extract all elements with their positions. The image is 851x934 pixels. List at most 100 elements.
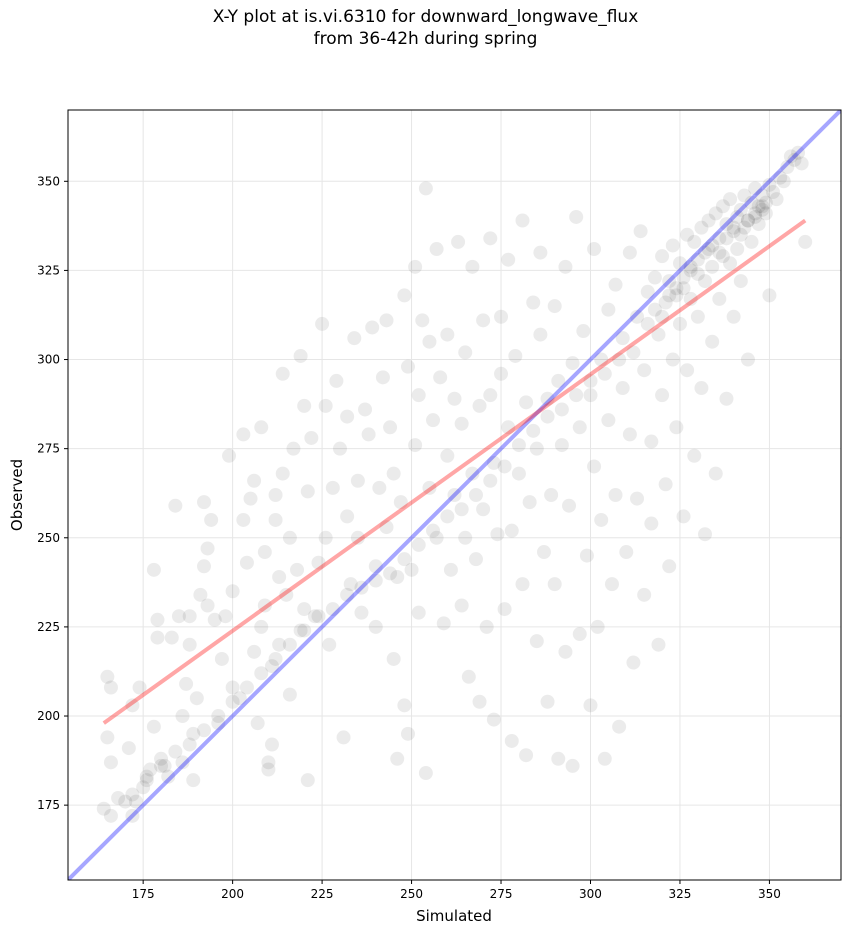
data-point <box>515 213 530 228</box>
reference-lines <box>68 110 841 880</box>
data-point <box>451 234 466 249</box>
plot-frame <box>67 109 842 881</box>
data-point <box>257 545 272 560</box>
data-point <box>554 402 569 417</box>
data-point <box>429 530 444 545</box>
data-point <box>325 602 340 617</box>
data-point <box>236 427 251 442</box>
data-point <box>637 587 652 602</box>
data-point <box>350 473 365 488</box>
chart-title: X-Y plot at is.vi.6310 for downward_long… <box>0 6 851 50</box>
data-point <box>583 388 598 403</box>
data-point <box>418 181 433 196</box>
data-point <box>522 495 537 510</box>
data-point <box>411 605 426 620</box>
data-point <box>651 637 666 652</box>
data-point <box>146 719 161 734</box>
y-tick-label: 200 <box>37 709 60 723</box>
data-point <box>547 299 562 314</box>
data-point <box>311 609 326 624</box>
data-point <box>698 274 713 289</box>
x-tick-label: 350 <box>758 887 781 901</box>
data-point <box>726 309 741 324</box>
data-point <box>683 259 698 274</box>
data-point <box>680 363 695 378</box>
data-point <box>272 569 287 584</box>
data-point <box>154 758 169 773</box>
data-point <box>644 434 659 449</box>
data-point <box>350 530 365 545</box>
data-point <box>290 562 305 577</box>
data-point <box>340 587 355 602</box>
data-point <box>486 455 501 470</box>
data-point <box>154 751 169 766</box>
data-point <box>755 202 770 217</box>
data-point <box>622 427 637 442</box>
data-point <box>701 213 716 228</box>
data-point <box>494 309 509 324</box>
data-point <box>297 602 312 617</box>
data-point <box>429 242 444 257</box>
data-point <box>329 373 344 388</box>
data-point <box>293 623 308 638</box>
data-point <box>411 537 426 552</box>
data-point <box>583 698 598 713</box>
data-point <box>157 758 172 773</box>
data-point <box>744 195 759 210</box>
data-point <box>332 441 347 456</box>
data-point <box>715 249 730 264</box>
data-point <box>236 512 251 527</box>
x-tick-label: 325 <box>669 887 692 901</box>
data-point <box>275 466 290 481</box>
data-point <box>440 448 455 463</box>
data-point <box>687 448 702 463</box>
y-tick-label: 250 <box>37 531 60 545</box>
data-point <box>150 612 165 627</box>
data-point <box>168 498 183 513</box>
data-point <box>669 288 684 303</box>
data-point <box>383 420 398 435</box>
data-point <box>587 459 602 474</box>
data-point <box>175 709 190 724</box>
data-point <box>572 627 587 642</box>
data-point <box>397 698 412 713</box>
data-point <box>511 466 526 481</box>
data-point <box>766 184 781 199</box>
data-point <box>293 348 308 363</box>
y-tick-label: 275 <box>37 442 60 456</box>
data-point <box>164 630 179 645</box>
data-point <box>665 238 680 253</box>
y-tick-label: 350 <box>37 174 60 188</box>
data-point <box>136 780 151 795</box>
data-point <box>683 263 698 278</box>
data-point <box>662 288 677 303</box>
data-point <box>282 637 297 652</box>
data-point <box>558 259 573 274</box>
data-point <box>565 758 580 773</box>
data-point <box>680 227 695 242</box>
data-point <box>179 676 194 691</box>
data-point <box>282 530 297 545</box>
data-point <box>128 794 143 809</box>
x-tick-label: 300 <box>579 887 602 901</box>
data-point <box>486 712 501 727</box>
data-point <box>529 441 544 456</box>
data-point <box>408 259 423 274</box>
data-point <box>261 762 276 777</box>
data-point <box>411 388 426 403</box>
data-point <box>533 245 548 260</box>
data-point <box>440 509 455 524</box>
data-point <box>436 616 451 631</box>
data-point <box>773 170 788 185</box>
data-point <box>758 206 773 221</box>
data-point <box>383 566 398 581</box>
data-point <box>694 381 709 396</box>
data-point <box>497 459 512 474</box>
data-point <box>758 195 773 210</box>
data-point <box>737 188 752 203</box>
data-point <box>726 220 741 235</box>
data-point <box>422 334 437 349</box>
data-point <box>651 327 666 342</box>
data-point <box>508 348 523 363</box>
data-point <box>630 491 645 506</box>
